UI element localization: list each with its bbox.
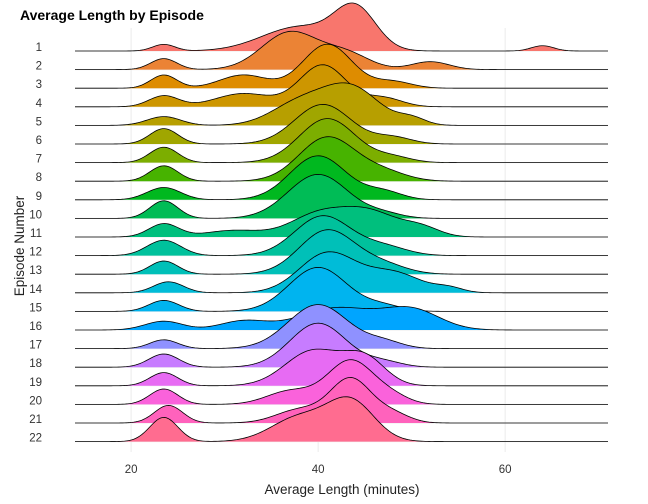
ridge-outline-episode-7 [75, 118, 608, 163]
ridge-fill-episode-15 [75, 267, 608, 312]
y-tick-label: 9 [36, 191, 42, 203]
ridge-fill-episode-1 [75, 2, 608, 51]
y-tick-label: 6 [36, 135, 42, 147]
ridge-outline-episode-13 [75, 229, 608, 275]
ridges [75, 2, 608, 442]
x-tick-label: 20 [125, 464, 138, 476]
ridge-outline-episode-6 [75, 103, 608, 145]
y-tick-label: 20 [29, 395, 42, 407]
x-tick-labels: 20 40 60 [125, 464, 512, 476]
ridge-fill-episode-9 [75, 155, 608, 200]
y-tick-label: 7 [36, 154, 42, 166]
ridge-outline-episode-22 [75, 396, 608, 442]
ridge-outline-episode-9 [75, 155, 608, 201]
ridge-outline-episode-15 [75, 266, 608, 312]
ridge-outline-episode-2 [75, 30, 608, 70]
ridge-fill-episode-10 [75, 174, 608, 219]
chart-title: Average Length by Episode [20, 7, 204, 23]
y-tick-label: 15 [29, 302, 42, 314]
ridge-outline-episode-5 [75, 82, 608, 126]
y-tick-label: 18 [29, 358, 42, 370]
ridge-outline-episode-4 [75, 64, 608, 108]
y-tick-label: 22 [29, 433, 42, 445]
ridge-fill-episode-22 [75, 396, 608, 442]
ridge-fill-episode-13 [75, 229, 608, 275]
y-tick-label: 17 [29, 340, 42, 352]
ridge-outline-episode-19 [75, 348, 608, 387]
y-tick-label: 19 [29, 377, 42, 389]
y-tick-label: 2 [36, 61, 42, 73]
ridge-outline-episode-8 [75, 136, 608, 182]
y-tick-label: 13 [29, 265, 42, 277]
ridge-outline-episode-18 [75, 322, 608, 368]
ridge-outline-episode-16 [75, 306, 608, 331]
ridge-fill-episode-8 [75, 136, 608, 182]
x-tick-label: 40 [312, 464, 325, 476]
ridge-outline-episode-11 [75, 206, 608, 238]
y-tick-label: 16 [29, 321, 42, 333]
ridge-outline-episode-12 [75, 215, 608, 256]
ridge-outline-episode-10 [75, 173, 608, 219]
y-tick-label: 4 [36, 98, 43, 110]
y-tick-label: 14 [29, 284, 42, 296]
ridge-outline-episode-1 [75, 2, 608, 52]
ridge-fill-episode-3 [75, 44, 608, 89]
y-tick-label: 12 [29, 247, 42, 259]
x-axis-title: Average Length (minutes) [264, 482, 419, 497]
y-tick-label: 1 [36, 42, 42, 54]
ridge-outline-episode-14 [75, 251, 608, 294]
y-axis-title: Episode Number [12, 195, 27, 296]
y-tick-label: 5 [36, 116, 42, 128]
ridge-outline-episode-3 [75, 43, 608, 89]
ridge-fill-episode-5 [75, 82, 608, 126]
ridge-outline-episode-21 [75, 377, 608, 424]
y-tick-label: 10 [29, 209, 42, 221]
ridge-fill-episode-14 [75, 251, 608, 293]
ridge-fill-episode-18 [75, 323, 608, 368]
ridge-outline-episode-17 [75, 304, 608, 349]
x-tick-label: 60 [499, 464, 512, 476]
y-tick-label: 3 [36, 79, 42, 91]
y-tick-label: 21 [29, 414, 42, 426]
ridge-fill-episode-17 [75, 304, 608, 349]
y-tick-label: 11 [30, 228, 42, 240]
y-tick-label: 8 [36, 172, 42, 184]
ridge-outline-episode-20 [75, 359, 608, 405]
